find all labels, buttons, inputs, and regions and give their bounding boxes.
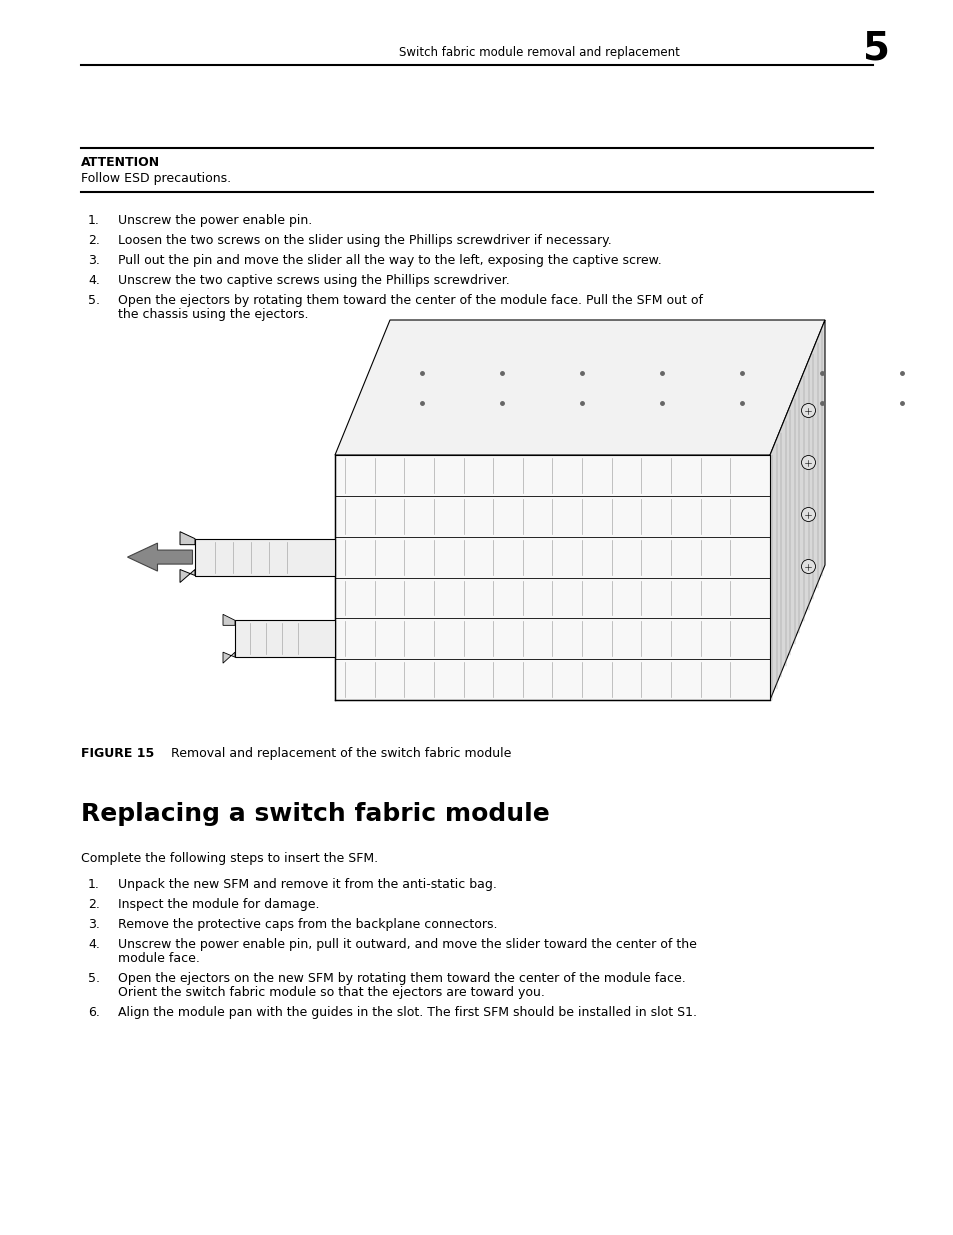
Polygon shape xyxy=(180,569,194,583)
Polygon shape xyxy=(234,620,335,657)
Text: Pull out the pin and move the slider all the way to the left, exposing the capti: Pull out the pin and move the slider all… xyxy=(118,254,661,267)
Text: ATTENTION: ATTENTION xyxy=(81,156,160,169)
Circle shape xyxy=(801,456,815,469)
Text: Loosen the two screws on the slider using the Phillips screwdriver if necessary.: Loosen the two screws on the slider usin… xyxy=(118,233,611,247)
Text: Switch fabric module removal and replacement: Switch fabric module removal and replace… xyxy=(398,46,679,58)
Circle shape xyxy=(801,508,815,521)
Polygon shape xyxy=(223,614,234,625)
Text: Follow ESD precautions.: Follow ESD precautions. xyxy=(81,172,231,185)
Text: Remove the protective caps from the backplane connectors.: Remove the protective caps from the back… xyxy=(118,918,497,931)
Text: Open the ejectors on the new SFM by rotating them toward the center of the modul: Open the ejectors on the new SFM by rota… xyxy=(118,972,685,986)
Text: 6.: 6. xyxy=(88,1007,100,1019)
Text: Align the module pan with the guides in the slot. The first SFM should be instal: Align the module pan with the guides in … xyxy=(118,1007,697,1019)
Text: Removal and replacement of the switch fabric module: Removal and replacement of the switch fa… xyxy=(171,747,511,760)
Text: Unscrew the power enable pin.: Unscrew the power enable pin. xyxy=(118,214,312,227)
Text: Complete the following steps to insert the SFM.: Complete the following steps to insert t… xyxy=(81,852,377,864)
Text: 4.: 4. xyxy=(88,274,100,287)
Polygon shape xyxy=(769,320,824,700)
Polygon shape xyxy=(194,538,335,576)
Polygon shape xyxy=(223,652,234,663)
Text: Open the ejectors by rotating them toward the center of the module face. Pull th: Open the ejectors by rotating them towar… xyxy=(118,294,702,308)
Text: module face.: module face. xyxy=(118,952,200,965)
Text: 5.: 5. xyxy=(88,972,100,986)
Text: 5.: 5. xyxy=(88,294,100,308)
Text: Orient the switch fabric module so that the ejectors are toward you.: Orient the switch fabric module so that … xyxy=(118,986,544,999)
Text: 1.: 1. xyxy=(88,214,100,227)
Polygon shape xyxy=(335,320,824,454)
Text: 5: 5 xyxy=(862,28,889,67)
Text: 4.: 4. xyxy=(88,939,100,951)
Text: Unscrew the two captive screws using the Phillips screwdriver.: Unscrew the two captive screws using the… xyxy=(118,274,509,287)
Text: the chassis using the ejectors.: the chassis using the ejectors. xyxy=(118,308,308,321)
Text: 3.: 3. xyxy=(88,254,100,267)
Polygon shape xyxy=(335,454,769,700)
Text: 1.: 1. xyxy=(88,878,100,890)
Circle shape xyxy=(801,559,815,573)
Text: Inspect the module for damage.: Inspect the module for damage. xyxy=(118,898,319,911)
Text: 2.: 2. xyxy=(88,898,100,911)
Text: 2.: 2. xyxy=(88,233,100,247)
Text: Unscrew the power enable pin, pull it outward, and move the slider toward the ce: Unscrew the power enable pin, pull it ou… xyxy=(118,939,696,951)
Text: Replacing a switch fabric module: Replacing a switch fabric module xyxy=(81,802,549,826)
Text: FIGURE 15: FIGURE 15 xyxy=(81,747,154,760)
Circle shape xyxy=(801,404,815,417)
Polygon shape xyxy=(180,531,194,545)
Text: Unpack the new SFM and remove it from the anti-static bag.: Unpack the new SFM and remove it from th… xyxy=(118,878,497,890)
Text: 3.: 3. xyxy=(88,918,100,931)
Polygon shape xyxy=(128,543,193,571)
